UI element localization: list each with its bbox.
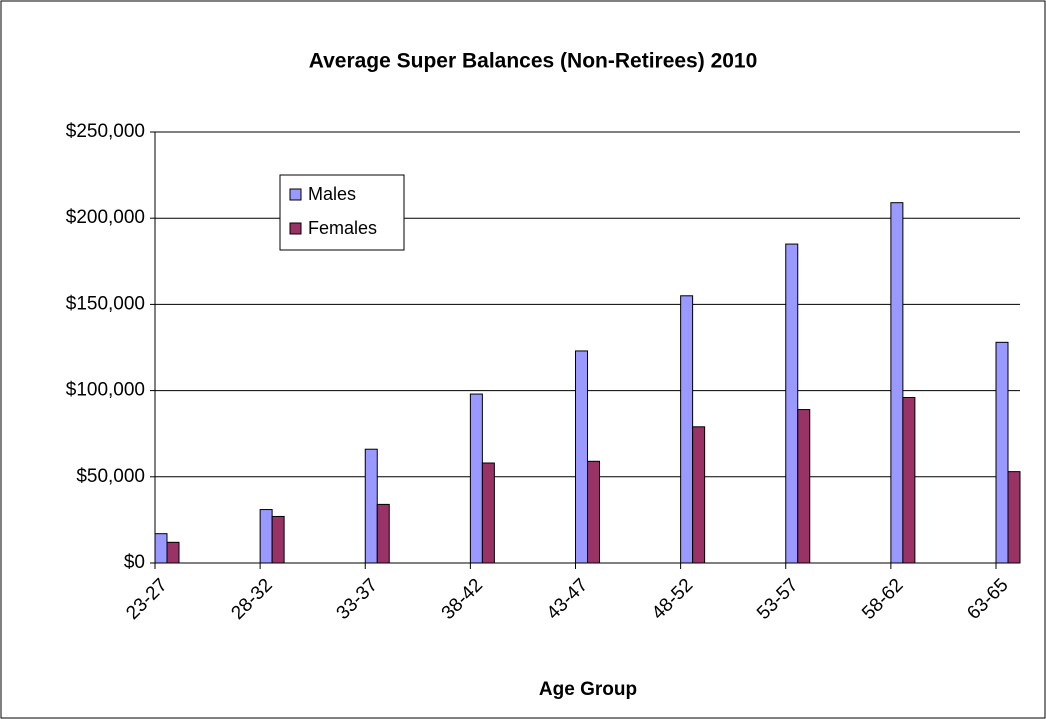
y-tick-label: $250,000: [66, 121, 145, 142]
bar: [797, 409, 811, 564]
legend-swatch: [289, 188, 302, 201]
bar: [271, 515, 285, 564]
legend-box: [279, 174, 405, 251]
bar: [1007, 471, 1021, 564]
bar: [692, 426, 706, 564]
chart-title: Average Super Balances (Non-Retirees) 20…: [309, 50, 758, 73]
legend-label: Females: [308, 218, 377, 238]
x-axis-title: Age Group: [539, 679, 637, 700]
bar: [376, 503, 390, 564]
bar: [902, 396, 916, 564]
bar: [481, 462, 495, 564]
bar: [364, 448, 378, 564]
y-tick-label: $150,000: [66, 293, 145, 314]
y-tick-label: $50,000: [76, 466, 145, 487]
bar: [259, 509, 273, 564]
y-tick-label: $200,000: [66, 207, 145, 228]
y-tick-label: $0: [124, 552, 145, 573]
legend-swatch: [289, 222, 302, 235]
bar: [587, 460, 600, 564]
y-tick-label: $100,000: [66, 380, 145, 401]
bar: [680, 295, 694, 564]
bar: [166, 541, 180, 564]
bar: [575, 350, 588, 564]
bar: [785, 243, 799, 564]
legend-label: Males: [308, 184, 356, 204]
bar: [469, 393, 483, 564]
bar: [890, 202, 904, 564]
bar: [154, 533, 168, 564]
bar: [995, 341, 1009, 564]
